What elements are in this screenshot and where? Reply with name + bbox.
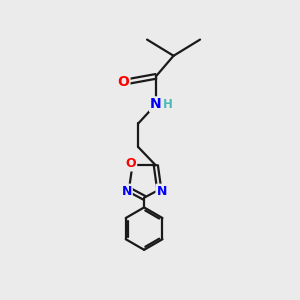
Text: N: N (156, 184, 167, 198)
Text: N: N (150, 98, 162, 111)
Text: N: N (122, 184, 132, 198)
Text: H: H (163, 98, 173, 111)
Text: O: O (118, 75, 129, 89)
Text: O: O (126, 158, 136, 170)
